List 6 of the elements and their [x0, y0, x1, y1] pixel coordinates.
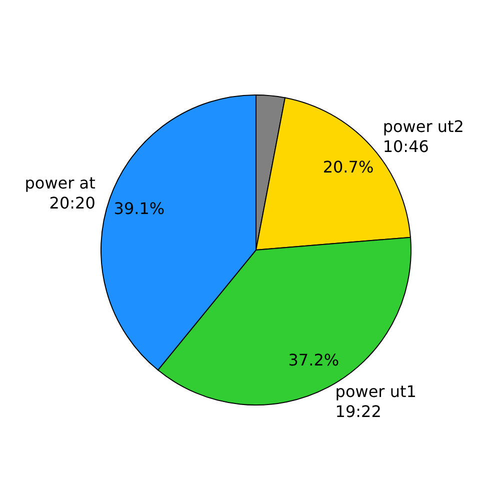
data-label: 39.1% — [114, 198, 165, 218]
data-label: 37.2% — [288, 350, 340, 370]
data-label: 20.7% — [322, 158, 374, 177]
slice-label: power ut1 19:22 — [335, 381, 416, 420]
slice-label: power ut2 10:46 — [382, 116, 464, 156]
slice-label: power at 20:20 — [24, 173, 96, 212]
